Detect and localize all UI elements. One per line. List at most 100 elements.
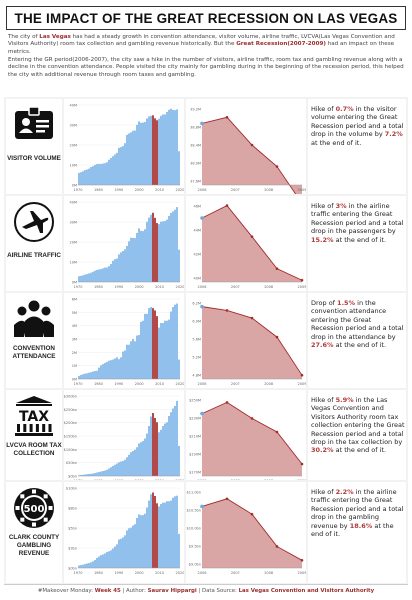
y-tick-label: 10M — [70, 261, 77, 265]
bar — [82, 564, 84, 568]
metric-row: AIRLINE TRAFFIC 40M 30M 20M 10M 0M 1970 1980 199… — [4, 194, 408, 299]
bar — [124, 350, 126, 379]
bar — [90, 272, 92, 282]
bar — [100, 471, 102, 476]
bar — [106, 361, 108, 379]
bar — [120, 357, 122, 379]
bar — [88, 474, 90, 476]
data-point — [300, 462, 304, 466]
bar — [162, 426, 164, 476]
intro-text: had an impact on these metrics. — [8, 41, 395, 55]
bar — [84, 564, 86, 568]
data-point — [250, 512, 254, 516]
bar — [116, 544, 118, 568]
bar — [82, 474, 84, 476]
y-tick-label: 46M — [194, 205, 201, 209]
x-tick-label: 1970 — [74, 285, 83, 289]
y-tick-label: $50bn — [66, 461, 77, 465]
description-cell: Drop of 1.5% in the convention attendanc… — [308, 293, 406, 394]
bar — [138, 335, 140, 379]
metric-description: Drop of 1.5% in the convention attendanc… — [311, 299, 405, 349]
x-tick-label: 2010 — [155, 188, 164, 192]
bar — [118, 539, 120, 568]
x-tick-label: 2009 — [298, 188, 306, 192]
bar — [128, 133, 130, 185]
data-point — [200, 411, 204, 416]
desc-percent-entry: 2.2% — [335, 488, 354, 496]
bar — [118, 147, 120, 185]
bar — [124, 459, 126, 476]
bar — [140, 515, 142, 568]
bar — [104, 363, 106, 379]
bar — [126, 530, 128, 568]
bar — [148, 500, 150, 568]
y-tick-label: $9.0bn — [189, 563, 201, 567]
y-tick-label: $250M — [189, 399, 201, 403]
y-tick-label: $11.0bn — [187, 491, 201, 495]
x-tick-label: 1970 — [74, 571, 83, 575]
x-tick-label: 2009 — [298, 285, 306, 289]
metric-label: LVCVA ROOM TAX COLLECTION — [6, 442, 62, 457]
y-tick-label: 5.2M — [192, 356, 201, 360]
bar-chart-cell: $300bn$250bn$200bn$150bn$100bn$50bn$0bn1… — [64, 390, 184, 491]
bar — [116, 258, 118, 282]
bar — [132, 525, 134, 568]
description-cell: Hike of 5.9% in the Las Vegas Convention… — [308, 390, 406, 491]
bar — [80, 172, 82, 185]
footer-text: #Makeover Monday: — [37, 588, 95, 594]
bar — [114, 259, 116, 282]
x-tick-label: 1990 — [114, 571, 123, 575]
bar — [108, 159, 110, 185]
bar-highlight — [154, 118, 156, 185]
bar — [140, 442, 142, 476]
data-point — [225, 116, 229, 119]
bar — [104, 163, 106, 185]
area-chart-cell: 39.2M 38.8M 38.4M 38.0M 37.6M 2006 2007 2008 200… — [186, 99, 306, 205]
bar — [150, 416, 152, 476]
metric-label: CONVENTION ATTENDANCE — [12, 345, 56, 360]
x-tick-label: 2007 — [231, 188, 240, 192]
bar — [130, 527, 132, 568]
bar — [128, 241, 130, 282]
x-tick-label: 2010 — [155, 285, 164, 289]
icon-cell: CONVENTION ATTENDANCE — [6, 293, 62, 394]
bar — [136, 124, 138, 185]
bar — [94, 270, 96, 282]
bar — [100, 555, 102, 568]
x-tick-label: 2000 — [135, 188, 144, 192]
y-tick-label: $210M — [189, 435, 201, 439]
bar-highlight — [152, 308, 154, 379]
bar — [150, 115, 152, 185]
bar — [178, 533, 180, 568]
y-tick-label: 0M — [72, 184, 77, 188]
icon-cell: VISITOR VOLUME — [6, 99, 62, 200]
y-tick-label: 38.4M — [190, 144, 201, 148]
y-tick-label: 20M — [70, 144, 77, 148]
y-tick-label: 5M — [72, 311, 77, 315]
bar — [92, 371, 94, 379]
y-tick-label: 5.6M — [192, 338, 201, 342]
bar — [130, 452, 132, 476]
bar — [144, 229, 146, 282]
y-tick-label: 42M — [194, 253, 201, 257]
desc-percent-total: 27.6% — [311, 341, 334, 350]
bar — [174, 496, 176, 568]
bar — [174, 304, 176, 379]
desc-text: Drop of — [311, 299, 338, 307]
bar — [168, 215, 170, 282]
bar — [100, 269, 102, 282]
x-tick-label: 1980 — [94, 285, 103, 289]
bar — [162, 221, 164, 282]
y-tick-label: 30M — [70, 124, 77, 128]
y-tick-label: 38.0M — [190, 162, 201, 166]
bar — [142, 320, 144, 379]
bar — [136, 517, 138, 568]
bar — [84, 373, 86, 379]
bar-highlight — [152, 212, 154, 282]
bar — [140, 230, 142, 282]
bar-highlight — [156, 503, 158, 568]
bar — [100, 365, 102, 379]
x-tick-label: 2007 — [231, 285, 240, 289]
data-point — [300, 559, 304, 562]
